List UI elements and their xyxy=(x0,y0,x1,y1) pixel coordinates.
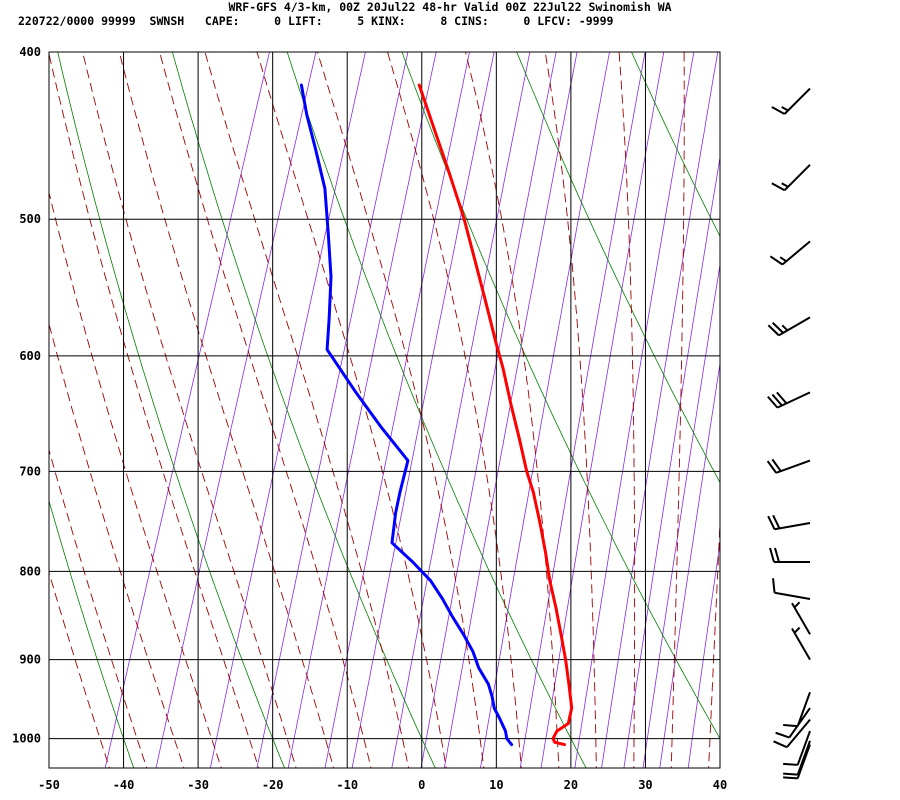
wind-barb xyxy=(775,707,811,739)
moist-adiabat-line xyxy=(544,52,597,768)
x-tick-label: 0 xyxy=(418,778,425,792)
mixing-ratio-line xyxy=(443,52,578,768)
y-tick-label: 1000 xyxy=(12,732,41,746)
moist-adiabat-line xyxy=(49,448,148,768)
moist-adiabat-line xyxy=(49,570,110,768)
wind-barb xyxy=(783,744,811,780)
thermo-background xyxy=(49,41,900,776)
wind-barbs xyxy=(766,87,811,780)
mixing-ratio-line xyxy=(420,52,557,768)
temperature-axis: -50 -40 -30 -20 -10 0 10 20 30 40 xyxy=(38,778,727,792)
profile-lines xyxy=(299,83,574,747)
mixing-ratio-line xyxy=(574,52,695,768)
moist-adiabat-line xyxy=(317,52,485,768)
x-tick-label: -20 xyxy=(262,778,284,792)
mixing-ratio-line xyxy=(540,52,665,768)
mixing-ratio-line xyxy=(351,52,495,768)
moist-adiabat-line xyxy=(49,321,185,768)
wind-barb xyxy=(771,164,811,192)
mixing-ratio-line xyxy=(519,52,646,768)
x-tick-label: -10 xyxy=(336,778,358,792)
wind-barb xyxy=(767,316,811,337)
mixing-ratio-line xyxy=(659,361,720,768)
moist-adiabat-line xyxy=(82,52,297,768)
moist-adiabat-line xyxy=(159,52,372,768)
y-tick-label: 900 xyxy=(19,653,41,667)
sounding-line xyxy=(417,83,574,747)
moist-adiabat-line xyxy=(857,41,900,776)
wind-barb xyxy=(783,691,811,728)
moist-adiabat-line xyxy=(49,190,222,768)
wind-barb xyxy=(791,601,811,635)
moist-adiabat-line xyxy=(820,41,883,776)
mixing-ratio-line xyxy=(155,52,317,768)
mixing-ratio-line xyxy=(623,154,720,768)
dry-adiabat-line xyxy=(516,52,720,484)
y-tick-label: 500 xyxy=(19,212,41,226)
sounding-line xyxy=(299,83,514,747)
wind-barb xyxy=(771,87,811,115)
moist-adiabat-line xyxy=(746,41,793,776)
mixing-ratio-line xyxy=(324,52,470,768)
moist-adiabat-line xyxy=(118,52,335,768)
dry-adiabat-line xyxy=(49,499,135,768)
moist-adiabat-line xyxy=(387,52,522,768)
wind-barb xyxy=(791,626,811,661)
moist-adiabat-line xyxy=(49,52,260,768)
y-tick-label: 700 xyxy=(19,464,41,478)
wind-barb xyxy=(783,730,811,766)
wind-barb xyxy=(769,240,811,266)
x-tick-label: -40 xyxy=(113,778,135,792)
moist-adiabat-line xyxy=(783,41,840,776)
dry-adiabat-line xyxy=(171,52,436,768)
moist-adiabat-line xyxy=(670,52,685,768)
mixing-ratio-line xyxy=(642,262,720,768)
wind-barb xyxy=(773,718,811,749)
x-tick-label: 20 xyxy=(564,778,578,792)
wind-barb xyxy=(767,391,811,409)
x-tick-label: 30 xyxy=(638,778,652,792)
wind-barb xyxy=(783,740,811,776)
wind-barb xyxy=(769,547,810,563)
chart-title: WRF-GFS 4/3-km, 00Z 20Jul22 48-hr Valid … xyxy=(228,0,672,14)
moist-adiabat-line xyxy=(256,52,447,768)
dry-adiabat-line xyxy=(57,52,285,768)
mixing-ratio-line xyxy=(287,52,437,768)
plot-frame xyxy=(48,51,721,769)
y-tick-label: 400 xyxy=(19,45,41,59)
moist-adiabat-line xyxy=(204,52,410,768)
mixing-ratio-line xyxy=(687,540,720,768)
mixing-ratio-line xyxy=(479,52,610,768)
x-tick-label: -50 xyxy=(38,778,60,792)
mixing-ratio-line xyxy=(256,52,409,768)
x-tick-label: -30 xyxy=(187,778,209,792)
moist-adiabat-line xyxy=(618,52,636,768)
mixing-ratio-line xyxy=(104,52,270,768)
x-tick-label: 10 xyxy=(489,778,503,792)
dry-adiabat-line xyxy=(742,43,900,772)
wind-barb xyxy=(766,458,811,474)
dry-adiabat-line xyxy=(856,43,900,772)
moist-adiabat-line xyxy=(465,52,560,768)
dry-adiabat-line xyxy=(631,52,720,238)
y-tick-label: 600 xyxy=(19,349,41,363)
stability-indices: 220722/0000 99999 SWNSH CAPE: 0 LIFT: 5 … xyxy=(18,14,614,28)
mixing-ratio-line xyxy=(391,52,531,768)
pressure-axis: 400 500 600 700 800 900 1000 xyxy=(12,45,41,746)
y-tick-label: 800 xyxy=(19,564,41,578)
dry-adiabat-line xyxy=(401,52,720,740)
dry-adiabat-line xyxy=(286,52,587,768)
wind-barb xyxy=(767,514,811,531)
mixing-ratio-line xyxy=(601,52,719,768)
x-tick-label: 40 xyxy=(713,778,727,792)
wind-barb xyxy=(772,578,811,600)
